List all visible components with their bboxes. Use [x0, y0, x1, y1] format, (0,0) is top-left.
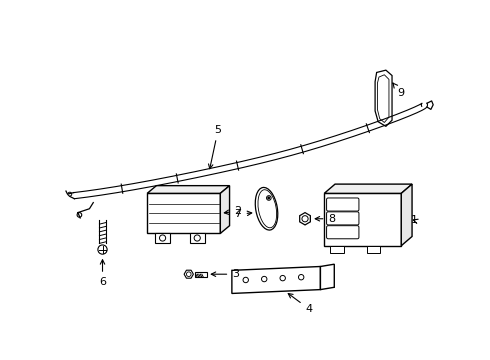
Text: 6: 6 — [99, 260, 106, 287]
Bar — [190, 233, 205, 243]
Circle shape — [243, 277, 248, 283]
Circle shape — [186, 272, 191, 276]
Circle shape — [280, 275, 285, 281]
Polygon shape — [232, 266, 320, 293]
Polygon shape — [320, 264, 334, 289]
Polygon shape — [401, 184, 412, 246]
Circle shape — [267, 195, 271, 200]
FancyBboxPatch shape — [327, 226, 359, 239]
Circle shape — [160, 235, 166, 241]
Bar — [147, 193, 220, 233]
Circle shape — [98, 245, 107, 254]
Circle shape — [298, 275, 304, 280]
Polygon shape — [324, 184, 412, 193]
Circle shape — [302, 216, 308, 222]
Polygon shape — [300, 213, 310, 225]
Bar — [155, 233, 171, 243]
Polygon shape — [184, 270, 194, 278]
Text: 3: 3 — [211, 269, 239, 279]
Bar — [330, 246, 344, 253]
Circle shape — [262, 276, 267, 282]
Text: 8: 8 — [315, 214, 336, 224]
Bar — [324, 193, 401, 246]
Text: 2: 2 — [224, 206, 242, 216]
Text: 7: 7 — [235, 209, 252, 219]
Circle shape — [194, 235, 200, 241]
Text: 1: 1 — [411, 215, 418, 225]
Polygon shape — [220, 186, 229, 233]
FancyBboxPatch shape — [327, 212, 359, 225]
Circle shape — [77, 213, 82, 217]
Bar — [367, 246, 381, 253]
Circle shape — [268, 197, 270, 199]
Bar — [195, 272, 207, 276]
Polygon shape — [147, 186, 229, 193]
Text: 5: 5 — [209, 125, 221, 169]
Text: 4: 4 — [288, 293, 313, 314]
FancyBboxPatch shape — [327, 198, 359, 211]
Text: 9: 9 — [393, 83, 405, 98]
Circle shape — [68, 192, 72, 196]
